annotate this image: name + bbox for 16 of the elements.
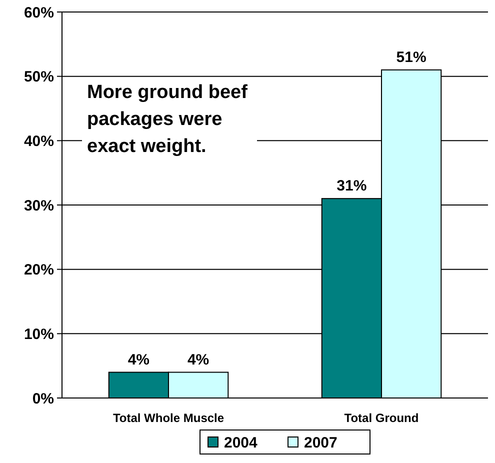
annotation: More ground beef packages were exact weight. [87,82,248,157]
y-tick-label: 10% [24,326,54,343]
y-tick-label: 30% [24,197,54,214]
x-tick-label: Total Ground [344,411,419,425]
data-label: 4% [187,351,210,368]
data-label: 51% [396,48,426,66]
data-label: 31% [336,178,367,195]
y-tick-label: 20% [24,262,54,279]
y-tick-label: 50% [24,68,54,86]
y-tick-label: 60% [24,4,54,22]
legend-label: 2007 [304,434,338,452]
legend-label: 2004 [224,434,258,452]
data-label: 4% [128,351,150,368]
y-tick-label: 0% [32,390,54,408]
x-tick-label: Total Whole Muscle [112,411,224,425]
y-tick-label: 40% [24,132,54,150]
